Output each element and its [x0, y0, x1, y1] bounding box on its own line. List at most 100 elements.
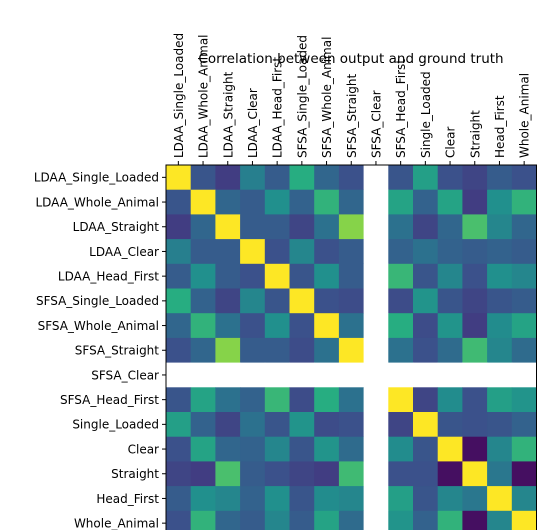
heatmap-cell — [166, 165, 192, 191]
heatmap-cell — [413, 337, 439, 363]
heatmap-cell — [166, 313, 192, 339]
y-tick-label: Straight — [111, 467, 159, 481]
heatmap-cell — [462, 337, 488, 363]
y-tick-label: SFSA_Straight — [75, 344, 160, 358]
heatmap-cell — [437, 263, 463, 289]
heatmap-cell — [289, 362, 315, 388]
heatmap-cell — [487, 214, 513, 240]
heatmap-cell — [363, 412, 389, 438]
heatmap-cell — [511, 387, 537, 413]
x-tick-label: Single_Loaded — [419, 71, 433, 158]
heatmap-cell — [487, 461, 513, 487]
heatmap-cell — [511, 486, 537, 512]
y-tick-label: LDAA_Head_First — [58, 269, 159, 283]
y-tick-label: Head_First — [96, 492, 159, 506]
heatmap-cell — [190, 288, 216, 314]
heatmap-cell — [511, 313, 537, 339]
heatmap-cell — [166, 214, 192, 240]
heatmap-cell — [314, 165, 340, 191]
heatmap-cell — [511, 214, 537, 240]
heatmap-cell — [511, 337, 537, 363]
y-tick-label: SFSA_Single_Loaded — [36, 294, 159, 308]
heatmap-cell — [363, 337, 389, 363]
heatmap-cell — [314, 412, 340, 438]
heatmap-cell — [215, 387, 241, 413]
heatmap-cell — [314, 436, 340, 462]
heatmap-cell — [338, 337, 364, 363]
heatmap-cell — [289, 165, 315, 191]
heatmap-cell — [264, 165, 290, 191]
heatmap-cell — [462, 189, 488, 215]
heatmap-cell — [388, 412, 414, 438]
heatmap-cell — [240, 214, 266, 240]
heatmap-cell — [462, 436, 488, 462]
heatmap-cell — [487, 362, 513, 388]
heatmap-cell — [166, 189, 192, 215]
heatmap-cell — [437, 214, 463, 240]
x-tick-label: SFSA_Clear — [369, 90, 383, 158]
heatmap-cell — [511, 165, 537, 191]
heatmap-cell — [190, 510, 216, 530]
heatmap-cell — [314, 313, 340, 339]
heatmap-cell — [190, 214, 216, 240]
heatmap-cell — [190, 362, 216, 388]
y-tick-label: SFSA_Head_First — [60, 393, 159, 407]
heatmap-cell — [215, 288, 241, 314]
heatmap-cell — [338, 510, 364, 530]
heatmap-cell — [314, 239, 340, 265]
heatmap-cell — [240, 412, 266, 438]
heatmap-cell — [190, 337, 216, 363]
heatmap-cell — [437, 486, 463, 512]
x-tick-label: LDAA_Head_First — [271, 57, 285, 158]
heatmap-cell — [314, 214, 340, 240]
heatmap-cell — [190, 165, 216, 191]
heatmap-cell — [487, 510, 513, 530]
heatmap-cell — [388, 362, 414, 388]
x-tick-label: LDAA_Straight — [221, 71, 235, 158]
heatmap-cell — [314, 387, 340, 413]
heatmap-cell — [215, 189, 241, 215]
heatmap-cell — [215, 461, 241, 487]
heatmap-cell — [487, 165, 513, 191]
heatmap-cell — [166, 510, 192, 530]
x-tick-label: Head_First — [493, 95, 507, 158]
heatmap-cell — [413, 313, 439, 339]
y-tick-label: SFSA_Whole_Animal — [38, 319, 159, 333]
heatmap-cell — [388, 288, 414, 314]
heatmap-cell — [511, 189, 537, 215]
heatmap-cell — [264, 486, 290, 512]
heatmap-cell — [215, 412, 241, 438]
heatmap-cell — [462, 362, 488, 388]
heatmap-cell — [215, 436, 241, 462]
heatmap-cell — [338, 165, 364, 191]
heatmap-cell — [314, 288, 340, 314]
x-tick-label: LDAA_Clear — [246, 88, 260, 158]
heatmap-cell — [413, 165, 439, 191]
heatmap-cell — [388, 387, 414, 413]
heatmap-cell — [190, 313, 216, 339]
heatmap-cell — [264, 288, 290, 314]
heatmap-cell — [264, 362, 290, 388]
heatmap-cell — [190, 189, 216, 215]
heatmap-cell — [363, 313, 389, 339]
heatmap-cell — [240, 239, 266, 265]
heatmap-cell — [437, 461, 463, 487]
heatmap-cell — [413, 239, 439, 265]
heatmap-cell — [462, 486, 488, 512]
heatmap-cell — [264, 510, 290, 530]
heatmap-cell — [338, 362, 364, 388]
heatmap-cell — [166, 436, 192, 462]
heatmap-cell — [215, 362, 241, 388]
x-tick-label: SFSA_Head_First — [394, 59, 408, 158]
heatmap-cell — [264, 436, 290, 462]
heatmap-cell — [338, 412, 364, 438]
heatmap-cell — [511, 263, 537, 289]
heatmap-cell — [462, 412, 488, 438]
heatmap-cell — [289, 510, 315, 530]
heatmap-cell — [413, 412, 439, 438]
heatmap-cell — [363, 189, 389, 215]
heatmap-cell — [215, 214, 241, 240]
heatmap-cell — [338, 461, 364, 487]
heatmap-cell — [413, 214, 439, 240]
heatmap-cell — [462, 387, 488, 413]
